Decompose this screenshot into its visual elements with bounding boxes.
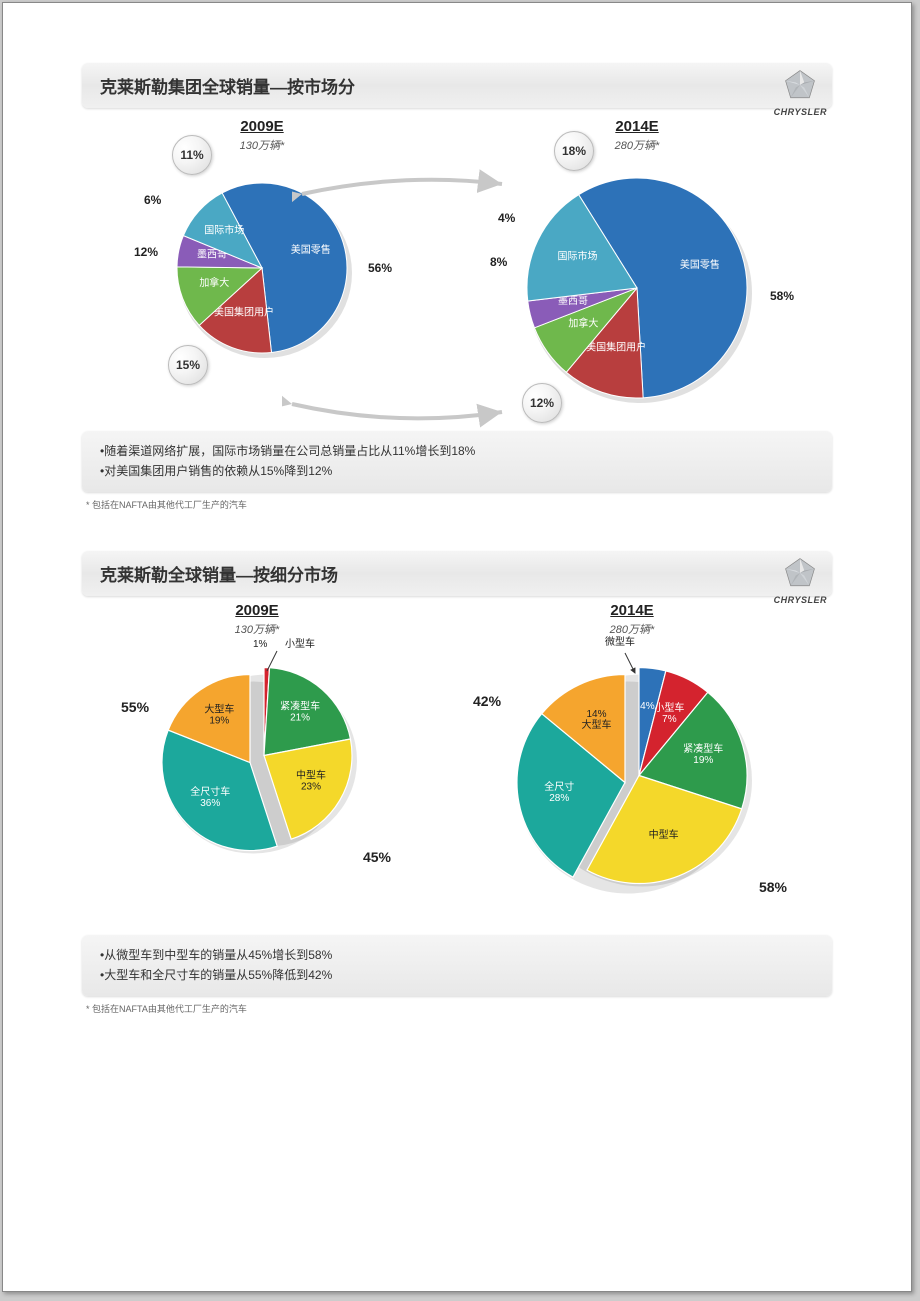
svg-text:28%: 28%: [549, 793, 569, 804]
pct-45: 45%: [363, 849, 391, 865]
year-2009-seg: 2009E: [102, 602, 412, 619]
lbl-can-2014: 8%: [490, 255, 507, 269]
svg-text:美国零售: 美国零售: [291, 243, 331, 256]
chart-2014-segment: 2014E 280万辆* 4%小型车7%紧凑型车19%中型车全尺寸28%14%大…: [452, 602, 812, 917]
svg-text:紧凑型车: 紧凑型车: [280, 699, 320, 712]
svg-text:7%: 7%: [662, 714, 677, 725]
svg-text:23%: 23%: [301, 781, 321, 792]
slide-segment: 克莱斯勒全球销量—按细分市场 CHRYSLER 2009E 130万辆* 紧凑型: [82, 551, 832, 1015]
sub-2009: 130万辆*: [112, 137, 412, 153]
svg-text:21%: 21%: [290, 712, 310, 723]
bullet-1-2: •对美国集团用户销售的依赖从15%降到12%: [100, 461, 814, 481]
svg-text:中型车: 中型车: [296, 768, 326, 781]
svg-text:14%: 14%: [586, 709, 606, 720]
pie-2014-market: 美国零售美国集团用户加拿大墨西哥国际市场 18% 12% 4% 8% 58%: [502, 153, 772, 413]
chart-row-2: 2009E 130万辆* 紧凑型车21%中型车23%全尺寸车36%大型车19% …: [82, 602, 832, 917]
chart-2009-market: 2009E 130万辆* 美国零售美国集团用户加拿大墨西哥国际市场 11% 15…: [112, 118, 412, 413]
bullet-2-2: •大型车和全尺寸车的销量从55%降低到42%: [100, 965, 814, 985]
svg-text:大型车: 大型车: [204, 702, 234, 715]
chart-row-1: 2009E 130万辆* 美国零售美国集团用户加拿大墨西哥国际市场 11% 15…: [82, 118, 832, 413]
chrysler-logo-2: CHRYSLER: [774, 556, 827, 605]
callout-18: 18%: [554, 131, 594, 171]
svg-text:中型车: 中型车: [649, 828, 679, 841]
svg-text:小型车: 小型车: [654, 701, 684, 714]
svg-text:美国零售: 美国零售: [680, 258, 720, 271]
svg-text:36%: 36%: [200, 798, 220, 809]
svg-text:全尺寸: 全尺寸: [544, 780, 574, 793]
callout-12: 12%: [522, 383, 562, 423]
svg-text:大型车: 大型车: [581, 718, 611, 731]
svg-text:加拿大: 加拿大: [568, 316, 598, 329]
callout-11: 11%: [172, 135, 212, 175]
pct-42: 42%: [473, 693, 501, 709]
pie-svg-2014-seg: 4%小型车7% 紧凑型车19% 中型车 全尺寸28% 14%大型车: [477, 637, 787, 917]
sub-2014: 280万辆*: [472, 137, 802, 153]
pie-2009-segment: 紧凑型车21%中型车23%全尺寸车36%大型车19% 55% 45% 小型车 1…: [127, 637, 387, 877]
svg-text:紧凑型车: 紧凑型车: [683, 742, 723, 755]
title-bar-2: 克莱斯勒全球销量—按细分市场 CHRYSLER: [82, 551, 832, 596]
footnote-2: * 包括在NAFTA由其他代工厂生产的汽车: [86, 1002, 832, 1015]
svg-text:加拿大: 加拿大: [199, 276, 229, 289]
lbl-can-2009: 12%: [134, 245, 158, 259]
lbl-small-2009-top: 小型车: [285, 635, 315, 650]
svg-text:国际市场: 国际市场: [557, 249, 597, 262]
chart-2009-segment: 2009E 130万辆* 紧凑型车21%中型车23%全尺寸车36%大型车19% …: [102, 602, 412, 917]
year-2009: 2009E: [112, 118, 412, 135]
title-1: 克莱斯勒集团全球销量—按市场分: [100, 78, 355, 97]
svg-text:19%: 19%: [209, 715, 229, 726]
bullet-1-1: •随着渠道网络扩展，国际市场销量在公司总销量占比从11%增长到18%: [100, 441, 814, 461]
pie-svg-2009: 美国零售美国集团用户加拿大墨西哥国际市场: [152, 153, 372, 373]
lbl-micro-2014: 微型车: [605, 633, 635, 648]
svg-text:美国集团用户: 美国集团用户: [214, 306, 274, 319]
chrysler-logo: CHRYSLER: [774, 68, 827, 117]
info-box-1: •随着渠道网络扩展，国际市场销量在公司总销量占比从11%增长到18% •对美国集…: [82, 431, 832, 492]
chart-2014-market: 2014E 280万辆* 美国零售美国集团用户加拿大墨西哥国际市场 18% 12…: [472, 118, 802, 413]
slide-market: 克莱斯勒集团全球销量—按市场分 CHRYSLER 2009E 130万辆*: [82, 63, 832, 511]
svg-text:美国集团用户: 美国集团用户: [586, 341, 646, 354]
lbl-mex-2009: 6%: [144, 193, 161, 207]
svg-text:国际市场: 国际市场: [204, 224, 244, 237]
bullet-2-1: •从微型车到中型车的销量从45%增长到58%: [100, 945, 814, 965]
pie-2009-market: 美国零售美国集团用户加拿大墨西哥国际市场 11% 15% 6% 12% 56%: [152, 153, 372, 373]
pct-58: 58%: [759, 879, 787, 895]
svg-text:4%: 4%: [640, 701, 655, 712]
title-2: 克莱斯勒全球销量—按细分市场: [100, 566, 338, 585]
lbl-ret-2014: 58%: [770, 289, 794, 303]
pie-2014-segment: 4%小型车7%紧凑型车19%中型车全尺寸28%14%大型车 42% 58% 微型…: [477, 637, 787, 917]
callout-15: 15%: [168, 345, 208, 385]
pie-svg-2014: 美国零售美国集团用户加拿大墨西哥国际市场: [502, 153, 772, 413]
year-2014-seg: 2014E: [452, 602, 812, 619]
info-box-2: •从微型车到中型车的销量从45%增长到58% •大型车和全尺寸车的销量从55%降…: [82, 935, 832, 996]
svg-text:全尺寸车: 全尺寸车: [190, 785, 230, 798]
footnote-1: * 包括在NAFTA由其他代工厂生产的汽车: [86, 498, 832, 511]
logo-text: CHRYSLER: [774, 107, 827, 117]
sub-2009-seg: 130万辆*: [102, 621, 412, 637]
pentastar-icon: [783, 68, 817, 102]
pie-svg-2009-seg: 紧凑型车21% 中型车23% 全尺寸车36% 大型车19%: [127, 637, 387, 877]
year-2014: 2014E: [472, 118, 802, 135]
document-page: 克莱斯勒集团全球销量—按市场分 CHRYSLER 2009E 130万辆*: [2, 2, 912, 1292]
svg-text:19%: 19%: [693, 755, 713, 766]
pentastar-icon-2: [783, 556, 817, 590]
lbl-small-2009-pct: 1%: [253, 639, 267, 650]
pct-55: 55%: [121, 699, 149, 715]
lbl-ret-2009: 56%: [368, 261, 392, 275]
title-bar-1: 克莱斯勒集团全球销量—按市场分 CHRYSLER: [82, 63, 832, 108]
lbl-mex-2014: 4%: [498, 211, 515, 225]
